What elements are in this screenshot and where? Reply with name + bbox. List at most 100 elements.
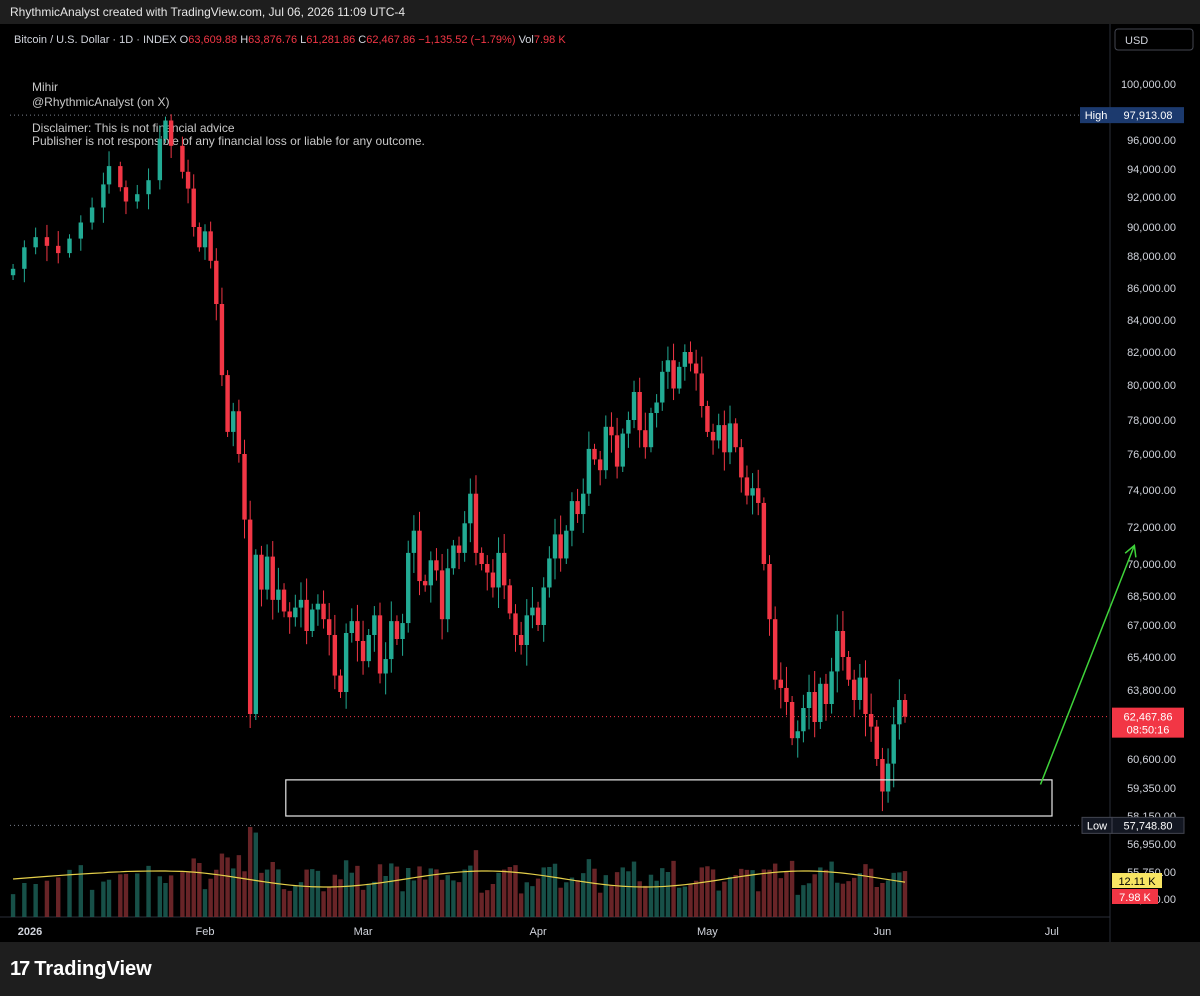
candle-body[interactable] [180,145,185,172]
candle-body[interactable] [146,180,151,195]
currency-button[interactable] [1114,28,1194,51]
candle-body[interactable] [439,570,445,620]
candle-body[interactable] [400,623,405,639]
candle-body[interactable] [321,603,326,620]
candle-body[interactable] [445,568,450,620]
candle-body[interactable] [710,431,716,441]
candle-body[interactable] [33,237,38,248]
candle-body[interactable] [885,763,891,792]
candle-body[interactable] [191,188,196,227]
candle-body[interactable] [767,564,772,620]
candle-body[interactable] [451,545,456,569]
candle-body[interactable] [806,692,812,708]
candle-body[interactable] [490,572,496,588]
candle-body[interactable] [829,671,834,704]
candle-body[interactable] [214,260,219,304]
candle-body[interactable] [541,587,546,625]
candle-body[interactable] [840,631,846,657]
candle-body[interactable] [772,619,778,680]
chart-area[interactable]: 2026FebMarAprMayJunJulAug100,000.0098,00… [0,24,1200,942]
candle-body[interactable] [468,493,473,524]
candle-body[interactable] [846,657,851,680]
candle-body[interactable] [56,245,61,254]
candle-body[interactable] [857,677,863,700]
candle-body[interactable] [699,373,704,406]
candle-body[interactable] [281,589,287,612]
candle-body[interactable] [626,420,631,434]
candle-body[interactable] [434,560,439,571]
candle-body[interactable] [733,423,738,448]
candle-body[interactable] [157,138,163,181]
candle-body[interactable] [569,501,575,531]
candle-body[interactable] [530,607,535,616]
candle-body[interactable] [784,687,789,702]
candle-body[interactable] [897,700,902,725]
candle-body[interactable] [823,683,829,704]
candle-body[interactable] [750,488,755,496]
candle-body[interactable] [609,426,614,436]
candle-body[interactable] [756,488,761,503]
candle-body[interactable] [287,611,292,618]
candle-body[interactable] [631,392,637,420]
candle-body[interactable] [812,692,817,722]
candle-body[interactable] [360,641,366,662]
candle-body[interactable] [547,558,552,588]
candle-body[interactable] [761,502,767,564]
candle-body[interactable] [693,363,699,374]
candle-body[interactable] [293,607,298,618]
candle-body[interactable] [552,534,558,559]
candle-body[interactable] [428,560,434,586]
candle-body[interactable] [665,360,671,372]
candle-body[interactable] [135,194,140,202]
candle-body[interactable] [564,530,569,559]
support-zone-box[interactable] [285,779,1053,817]
candle-body[interactable] [219,304,225,376]
candle-body[interactable] [863,677,868,714]
candle-body[interactable] [208,231,213,261]
candle-body[interactable] [355,621,360,641]
candle-body[interactable] [349,621,354,633]
candle-body[interactable] [874,726,879,759]
candle-body[interactable] [795,731,800,739]
candle-body[interactable] [304,599,309,631]
candle-body[interactable] [513,613,518,635]
candle-body[interactable] [485,564,490,573]
candle-body[interactable] [676,366,682,389]
candle-body[interactable] [778,679,784,688]
candle-body[interactable] [868,714,874,727]
candle-body[interactable] [163,120,168,139]
candle-body[interactable] [44,237,50,246]
candle-body[interactable] [67,238,72,254]
candle-body[interactable] [654,402,659,414]
candle-body[interactable] [575,501,580,515]
candle-body[interactable] [643,430,648,448]
candle-body[interactable] [603,426,609,471]
candle-body[interactable] [789,702,795,739]
candle-body[interactable] [270,556,275,600]
candle-body[interactable] [479,552,484,564]
candle-body[interactable] [123,187,129,202]
candle-body[interactable] [101,184,106,208]
candle-body[interactable] [581,493,586,515]
candle-body[interactable] [744,477,750,496]
candle-body[interactable] [739,447,744,478]
candle-body[interactable] [660,371,665,403]
currency-button-label[interactable]: USD [1125,35,1148,47]
candle-body[interactable] [671,360,676,389]
candle-body[interactable] [558,534,563,559]
candle-body[interactable] [411,530,417,553]
candle-body[interactable] [880,759,885,792]
candle-body[interactable] [22,247,27,269]
candle-body[interactable] [716,425,721,441]
candle-body[interactable] [507,585,513,614]
candle-body[interactable] [259,554,264,590]
candle-body[interactable] [377,615,383,674]
candle-body[interactable] [89,207,95,223]
candle-body[interactable] [247,519,253,714]
candle-body[interactable] [394,621,400,639]
candle-body[interactable] [231,411,236,432]
candle-body[interactable] [366,635,371,662]
candle-body[interactable] [614,435,620,467]
candle-body[interactable] [383,659,388,674]
candle-body[interactable] [10,268,16,276]
